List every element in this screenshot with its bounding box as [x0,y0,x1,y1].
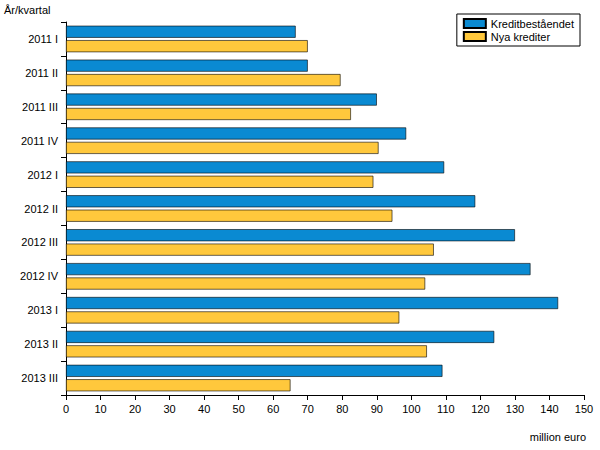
svg-text:20: 20 [129,403,141,415]
svg-text:60: 60 [267,403,279,415]
svg-text:2012 IV: 2012 IV [20,270,59,282]
svg-text:2011 IV: 2011 IV [21,135,59,147]
svg-text:30: 30 [163,403,175,415]
svg-text:Kreditbeståendet: Kreditbeståendet [491,18,574,30]
svg-text:10: 10 [94,403,106,415]
svg-text:million euro: million euro [530,431,586,443]
svg-text:2013 I: 2013 I [27,304,58,316]
svg-text:Nya krediter: Nya krediter [491,31,551,43]
svg-text:140: 140 [540,403,558,415]
svg-text:2012 II: 2012 II [24,203,58,215]
svg-text:50: 50 [233,403,245,415]
svg-text:80: 80 [336,403,348,415]
svg-text:130: 130 [506,403,524,415]
svg-text:2011 II: 2011 II [25,67,58,79]
svg-text:110: 110 [437,403,455,415]
svg-text:120: 120 [471,403,489,415]
svg-text:150: 150 [575,403,593,415]
svg-text:2013 III: 2013 III [21,372,58,384]
svg-text:0: 0 [63,403,69,415]
svg-text:90: 90 [371,403,383,415]
svg-text:70: 70 [302,403,314,415]
svg-text:2013 II: 2013 II [24,338,58,350]
svg-text:2011 III: 2011 III [22,101,58,113]
svg-text:2012 I: 2012 I [27,169,58,181]
svg-text:100: 100 [402,403,420,415]
svg-text:År/kvartal: År/kvartal [4,4,50,16]
svg-text:2011 I: 2011 I [28,33,58,45]
svg-text:40: 40 [198,403,210,415]
svg-text:2012 III: 2012 III [21,236,58,248]
